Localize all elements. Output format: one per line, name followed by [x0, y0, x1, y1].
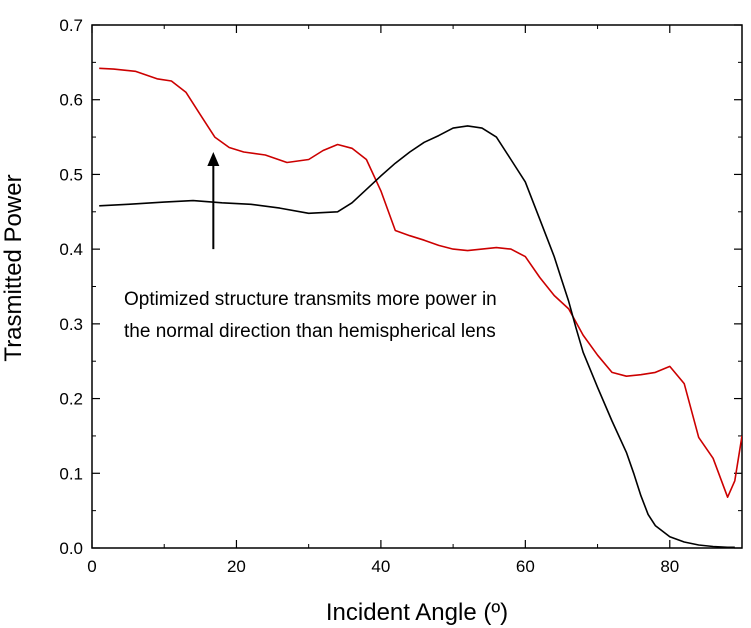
x-tick-label: 0 — [87, 557, 96, 576]
axis-ticks — [91, 24, 742, 549]
y-tick-labels: 0.0 0.1 0.2 0.3 0.4 0.5 0.6 0.7 — [59, 16, 83, 558]
annotation-arrowhead — [207, 152, 220, 167]
y-tick-label: 0.3 — [59, 315, 83, 334]
annotation: Optimized structure transmits more power… — [124, 152, 497, 342]
x-axis-title: Incident Angle (º) — [326, 599, 508, 626]
series-line-1 — [99, 67, 742, 498]
annotation-line-1: Optimized structure transmits more power… — [124, 289, 497, 310]
y-tick-label: 0.4 — [59, 240, 83, 259]
y-tick-label: 0.7 — [59, 16, 83, 35]
series-group — [99, 67, 742, 548]
plot-frame — [91, 24, 743, 549]
x-tick-label: 40 — [371, 557, 390, 576]
x-tick-label: 20 — [227, 557, 246, 576]
y-tick-label: 0.6 — [59, 91, 83, 110]
x-tick-labels: 0 20 40 60 80 — [87, 557, 679, 576]
y-tick-label: 0.5 — [59, 165, 83, 184]
x-tick-label: 80 — [660, 557, 679, 576]
y-tick-label: 0.2 — [59, 390, 83, 409]
y-tick-label: 0.1 — [59, 464, 83, 483]
annotation-line-2: the normal direction than hemispherical … — [124, 321, 496, 342]
y-axis-title: Trasmitted Power — [0, 174, 27, 361]
x-tick-label: 60 — [516, 557, 535, 576]
y-tick-label: 0.0 — [59, 539, 83, 558]
series-line-2 — [99, 125, 735, 548]
